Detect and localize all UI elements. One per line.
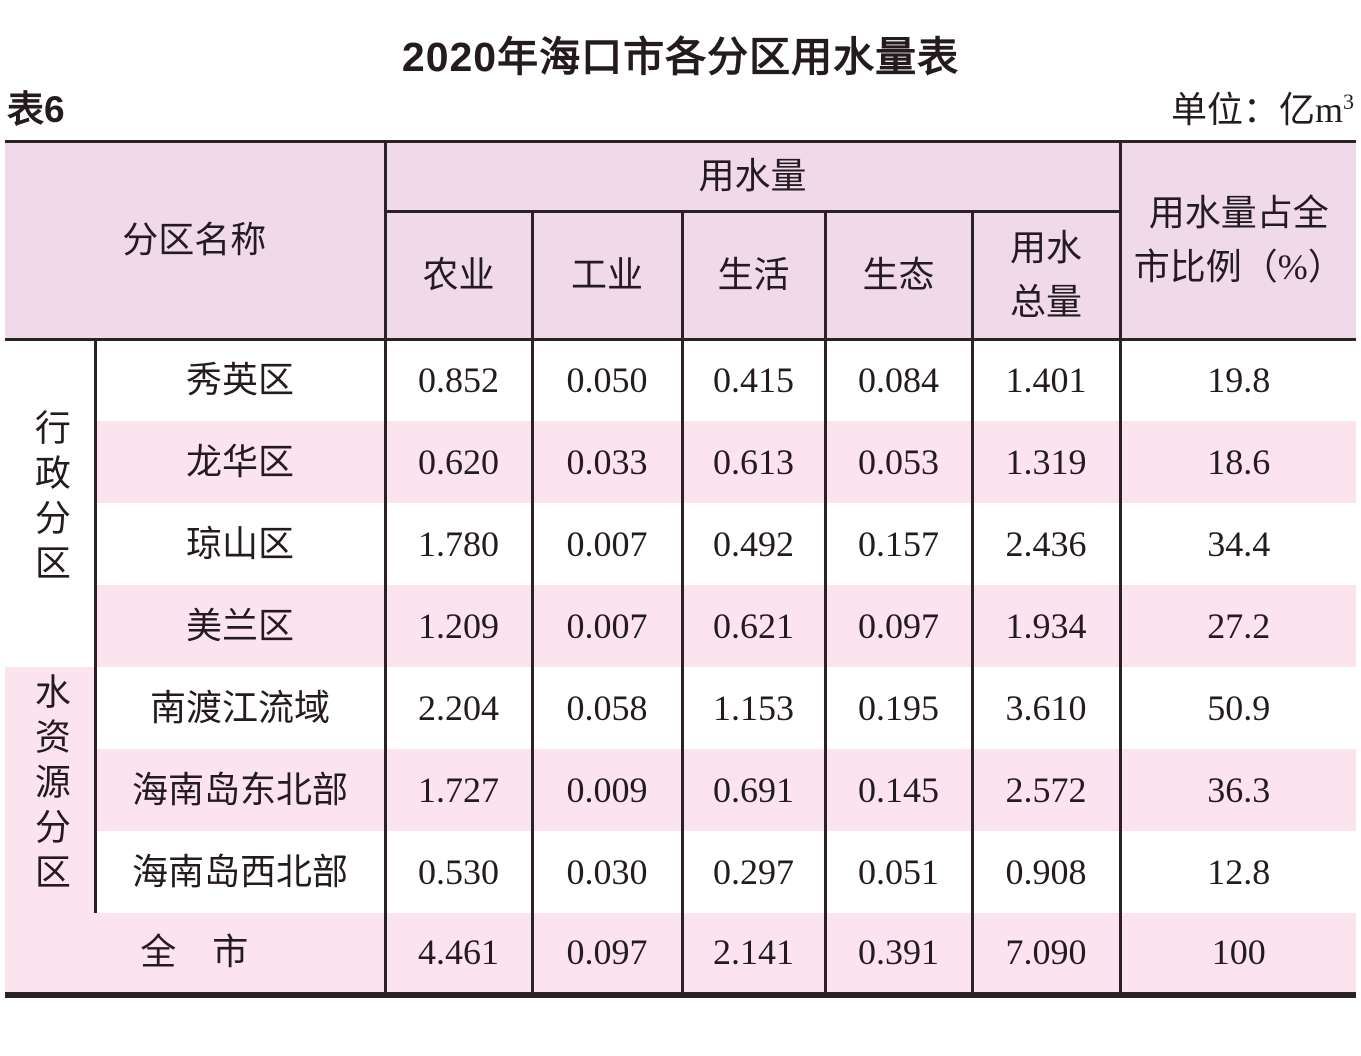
value-cell-agriculture: 2.204 xyxy=(383,667,533,750)
value-cell-industry: 0.007 xyxy=(530,503,683,586)
value-cell-domestic: 0.492 xyxy=(680,503,826,586)
value-cell-industry: 0.030 xyxy=(530,831,683,914)
group-label-administrative: 行政分区 xyxy=(5,339,97,668)
value-cell-industry: 0.033 xyxy=(530,421,683,504)
header-col-agriculture: 农业 xyxy=(383,211,533,341)
table-row: 行政分区 秀英区 0.852 0.050 0.415 0.084 1.401 1… xyxy=(5,339,1357,668)
district-name-cell: 海南岛东北部 xyxy=(132,769,349,810)
value-cell-industry: 0.097 xyxy=(530,913,683,996)
table-row: 龙华区 0.620 0.033 0.613 0.053 1.319 18.6 xyxy=(5,421,1357,504)
value-cell-ratio: 12.8 xyxy=(1118,831,1357,914)
value-cell-ratio: 36.3 xyxy=(1118,749,1357,832)
table-number-label: 表6 xyxy=(7,89,65,131)
value-cell-ecology: 0.157 xyxy=(823,503,973,586)
header-city-ratio: 用水量占全 市比例（%） xyxy=(1118,141,1357,341)
district-name-cell: 海南岛西北部 xyxy=(132,851,349,892)
value-cell-ecology: 0.084 xyxy=(823,339,973,422)
value-cell-ecology: 0.097 xyxy=(823,585,973,668)
document-page: 2020年海口市各分区用水量表 表6 单位：亿m3 分区名称 用水量 用水量占全… xyxy=(5,34,1357,999)
total-row: 全 市 4.461 0.097 2.141 0.391 7.090 100 xyxy=(5,913,1357,996)
value-cell-agriculture: 1.209 xyxy=(383,585,533,668)
value-cell-ecology: 0.195 xyxy=(823,667,973,750)
table-row: 美兰区 1.209 0.007 0.621 0.097 1.934 27.2 xyxy=(5,585,1357,668)
header-district-name: 分区名称 xyxy=(5,141,386,341)
value-cell-ecology: 0.053 xyxy=(823,421,973,504)
district-name-cell: 美兰区 xyxy=(186,605,295,646)
table-row: 琼山区 1.780 0.007 0.492 0.157 2.436 34.4 xyxy=(5,503,1357,586)
value-cell-ratio: 100 xyxy=(1118,913,1357,996)
table-meta-row: 表6 单位：亿m3 xyxy=(5,89,1356,131)
value-cell-ratio: 34.4 xyxy=(1118,503,1357,586)
district-name-cell: 琼山区 xyxy=(186,523,295,564)
value-cell-ratio: 18.6 xyxy=(1118,421,1357,504)
value-cell-ecology: 0.391 xyxy=(823,913,973,996)
value-cell-agriculture: 0.620 xyxy=(383,421,533,504)
total-row-label: 全 市 xyxy=(140,932,249,973)
value-cell-total: 1.401 xyxy=(970,339,1121,422)
value-cell-ratio: 27.2 xyxy=(1118,585,1357,668)
page-title: 2020年海口市各分区用水量表 xyxy=(401,34,960,80)
district-name-cell: 龙华区 xyxy=(186,441,295,482)
value-cell-total: 2.572 xyxy=(970,749,1121,832)
value-cell-total: 1.319 xyxy=(970,421,1121,504)
header-col-industry: 工业 xyxy=(530,211,683,341)
value-cell-industry: 0.007 xyxy=(530,585,683,668)
value-cell-industry: 0.050 xyxy=(530,339,683,422)
district-name-cell: 南渡江流域 xyxy=(150,687,331,728)
value-cell-total: 3.610 xyxy=(970,667,1121,750)
group-label-text: 水资源分区 xyxy=(29,672,70,898)
header-col-ecology: 生态 xyxy=(823,211,973,341)
value-cell-domestic: 0.613 xyxy=(680,421,826,504)
value-cell-ecology: 0.145 xyxy=(823,749,973,832)
value-cell-ratio: 19.8 xyxy=(1118,339,1357,422)
value-cell-domestic: 0.621 xyxy=(680,585,826,668)
header-water-usage-group: 用水量 xyxy=(383,141,1121,213)
unit-text: 单位：亿m xyxy=(1170,90,1343,131)
value-cell-agriculture: 1.727 xyxy=(383,749,533,832)
table-row: 水资源分区 南渡江流域 2.204 0.058 1.153 0.195 3.61… xyxy=(5,667,1357,914)
value-cell-total: 2.436 xyxy=(970,503,1121,586)
header-row-top: 分区名称 用水量 用水量占全 市比例（%） xyxy=(5,141,1357,341)
value-cell-agriculture: 0.530 xyxy=(383,831,533,914)
header-col-domestic: 生活 xyxy=(680,211,826,341)
value-cell-ratio: 50.9 xyxy=(1118,667,1357,750)
value-cell-agriculture: 4.461 xyxy=(383,913,533,996)
value-cell-domestic: 1.153 xyxy=(680,667,826,750)
table-row: 海南岛西北部 0.530 0.030 0.297 0.051 0.908 12.… xyxy=(5,831,1357,914)
unit-label: 单位：亿m3 xyxy=(1170,89,1354,131)
value-cell-industry: 0.009 xyxy=(530,749,683,832)
value-cell-domestic: 0.297 xyxy=(680,831,826,914)
water-usage-table: 分区名称 用水量 用水量占全 市比例（%） 农业 工业 生活 生态 用水 总量 … xyxy=(5,139,1357,999)
value-cell-total: 1.934 xyxy=(970,585,1121,668)
value-cell-total: 0.908 xyxy=(970,831,1121,914)
district-name-cell: 秀英区 xyxy=(186,360,295,401)
header-col-total: 用水 总量 xyxy=(970,211,1121,341)
table-row: 海南岛东北部 1.727 0.009 0.691 0.145 2.572 36.… xyxy=(5,749,1357,832)
value-cell-ecology: 0.051 xyxy=(823,831,973,914)
header-row-sub: 农业 工业 生活 生态 用水 总量 xyxy=(5,211,1356,341)
value-cell-industry: 0.058 xyxy=(530,667,683,750)
value-cell-total: 7.090 xyxy=(970,913,1121,996)
value-cell-domestic: 0.415 xyxy=(680,339,826,422)
value-cell-domestic: 2.141 xyxy=(680,913,826,996)
value-cell-domestic: 0.691 xyxy=(680,749,826,832)
group-label-water-resource: 水资源分区 xyxy=(5,667,97,914)
group-label-text: 行政分区 xyxy=(29,408,70,589)
unit-exponent: 3 xyxy=(1343,89,1354,115)
value-cell-agriculture: 1.780 xyxy=(383,503,533,586)
value-cell-agriculture: 0.852 xyxy=(383,339,533,422)
